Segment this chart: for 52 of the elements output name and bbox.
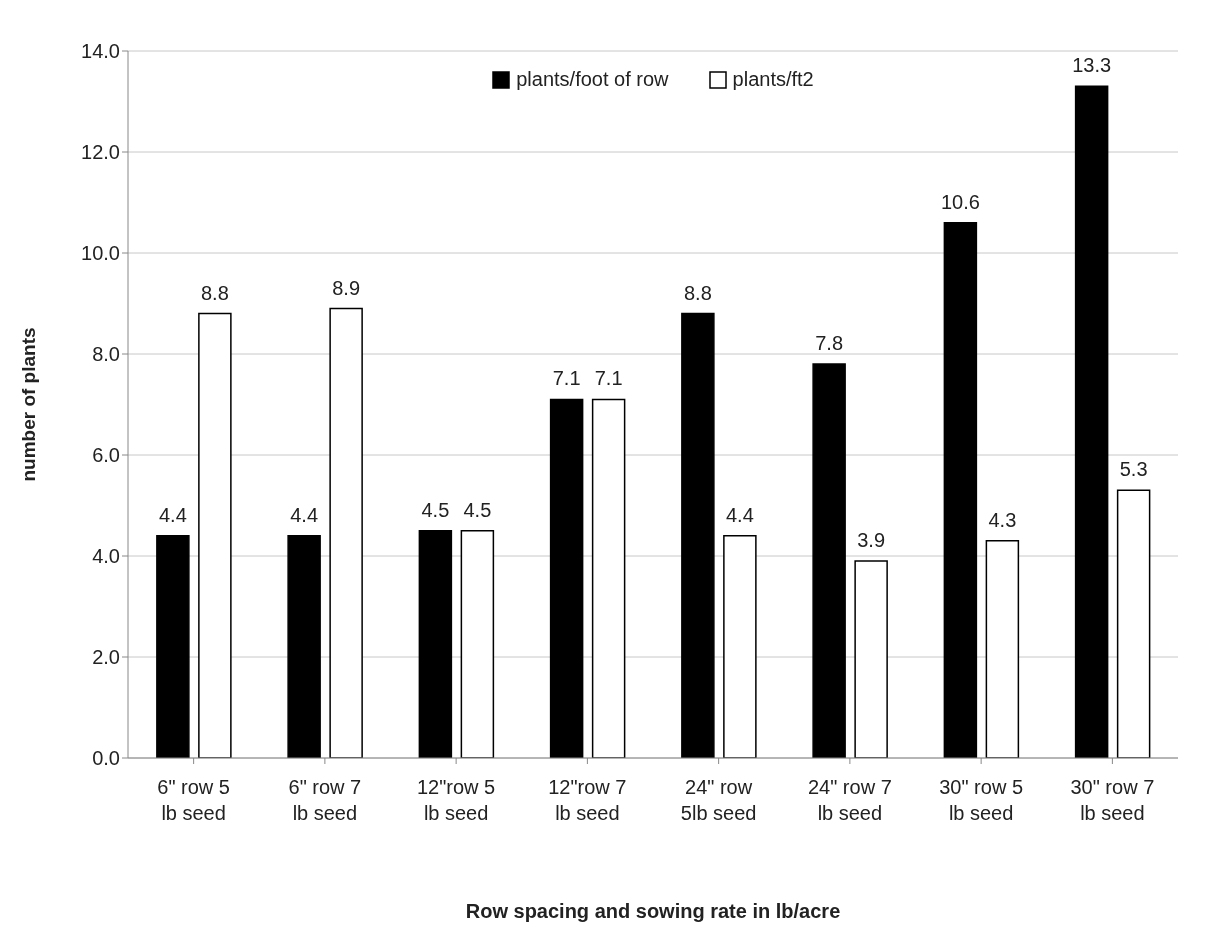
bar — [156, 535, 190, 758]
data-label: 4.5 — [421, 498, 450, 521]
bar — [1116, 489, 1151, 758]
data-label: 7.8 — [815, 332, 844, 355]
data-label: 4.4 — [158, 503, 187, 526]
x-axis-title: Row spacing and sowing rate in lb/acre — [465, 900, 841, 922]
x-tick-label: 6" row 7 lb seed — [288, 776, 362, 824]
x-tick-label: 30" row 7 lb seed — [1070, 776, 1155, 824]
x-tick-label: 24" row 7 lb seed — [807, 776, 892, 824]
bar — [723, 535, 757, 758]
y-tick-label: 2.0 — [92, 646, 120, 669]
y-tick-label: 4.0 — [92, 545, 120, 568]
bar — [198, 312, 232, 758]
data-label: 8.9 — [332, 276, 361, 299]
data-label: 7.1 — [594, 367, 623, 390]
bar — [329, 307, 363, 758]
data-label: 4.4 — [290, 503, 319, 526]
data-label: 4.3 — [988, 508, 1017, 531]
legend-label: plants/ft2 — [731, 68, 814, 91]
y-tick-label: 6.0 — [92, 444, 120, 467]
data-label: 7.1 — [552, 367, 581, 390]
bar — [943, 221, 978, 758]
legend-label: plants/foot of row — [515, 68, 669, 91]
data-label: 13.3 — [1072, 54, 1112, 77]
x-tick-label: 12"row 7 lb seed — [548, 776, 627, 824]
data-label: 4.4 — [725, 503, 754, 526]
bar — [681, 312, 715, 758]
bar — [287, 535, 321, 758]
y-tick-label: 14.0 — [81, 40, 120, 63]
bar — [1074, 85, 1109, 758]
bar — [460, 530, 495, 758]
x-tick-label: 24" row 5lb seed — [680, 776, 757, 824]
data-label: 10.6 — [940, 190, 980, 213]
bar — [591, 398, 626, 758]
data-label: 4.5 — [463, 498, 492, 521]
bar — [812, 363, 846, 758]
bar — [854, 560, 888, 758]
data-label: 8.8 — [200, 281, 229, 304]
y-tick-label: 8.0 — [92, 343, 120, 366]
x-tick-label: 30" row 5 lb seed — [939, 776, 1024, 824]
data-label: 3.9 — [857, 529, 886, 552]
bar — [549, 398, 584, 758]
data-label: 5.3 — [1119, 458, 1148, 481]
y-axis-title: number of plants — [17, 327, 39, 482]
x-tick-label: 12"row 5 lb seed — [416, 776, 496, 824]
x-tick-label: 6" row 5 lb seed — [157, 776, 230, 824]
data-label: 8.8 — [683, 281, 712, 304]
y-tick-label: 10.0 — [81, 242, 120, 265]
y-tick-label: 12.0 — [81, 141, 120, 164]
bar — [985, 540, 1020, 758]
bar — [418, 530, 453, 758]
y-tick-label: 0.0 — [92, 747, 120, 770]
